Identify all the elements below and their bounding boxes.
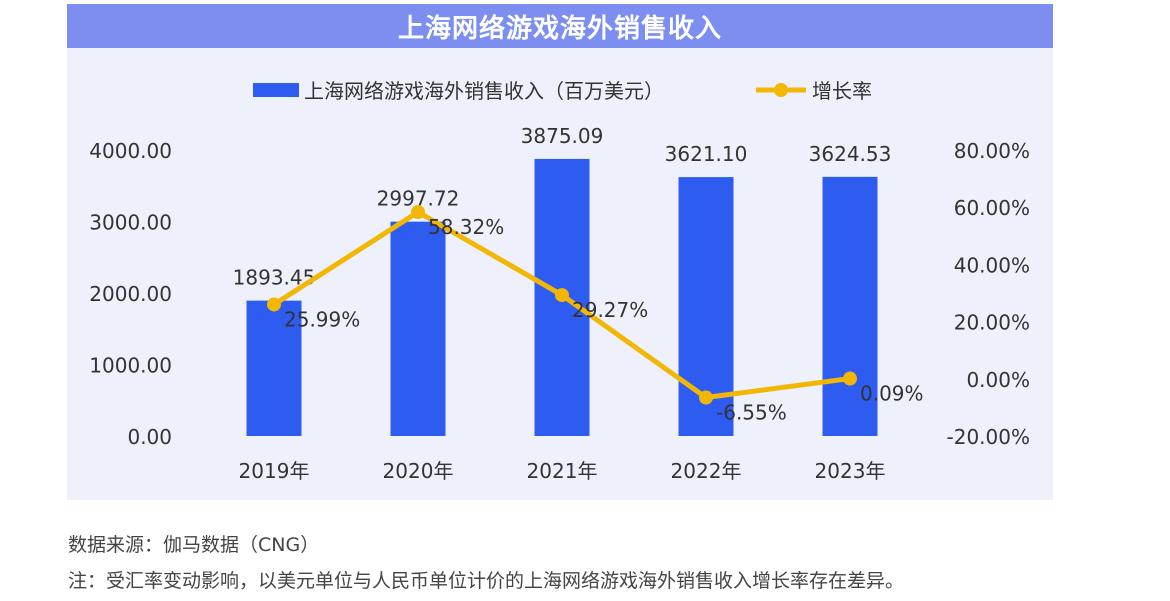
legend-bar-swatch: [253, 83, 299, 97]
growth-value-label: 25.99%: [284, 307, 360, 331]
right-axis-tick-label: 20.00%: [954, 311, 1030, 335]
growth-point: [411, 205, 425, 220]
bar: [390, 221, 446, 436]
left-axis-tick-label: 3000.00: [89, 211, 172, 235]
legend-bar-label: 上海网络游戏海外销售收入（百万美元）: [304, 79, 664, 103]
bar: [246, 300, 302, 436]
growth-value-label: -6.55%: [716, 401, 787, 425]
right-axis-tick-label: 0.00%: [966, 368, 1030, 392]
growth-line-series: [267, 205, 857, 405]
x-axis-category-label: 2023年: [815, 459, 886, 483]
left-axis-tick-label: 1000.00: [89, 354, 172, 378]
x-axis-category-label: 2020年: [383, 459, 454, 483]
right-axis-tick-label: 40.00%: [954, 253, 1030, 277]
growth-point: [843, 371, 857, 386]
bar: [822, 176, 878, 436]
left-axis: 0.00 1000.00 2000.00 3000.00 4000.00: [89, 139, 172, 449]
growth-value-labels: 25.99% 58.32% 29.27% -6.55% 0.09%: [284, 215, 924, 425]
bar-value-label: 3875.09: [521, 124, 604, 148]
right-axis-tick-label: 80.00%: [954, 139, 1030, 163]
legend-line-marker: [774, 83, 788, 97]
right-axis: -20.00% 0.00% 20.00% 40.00% 60.00% 80.00%: [947, 139, 1030, 449]
growth-point: [267, 297, 281, 312]
data-source-note: 数据来源：伽马数据（CNG）: [68, 534, 320, 556]
bar-value-label: 3621.10: [665, 142, 748, 166]
x-axis-category-label: 2021年: [527, 459, 598, 483]
legend: 上海网络游戏海外销售收入（百万美元） 增长率: [253, 79, 872, 103]
legend-line-label: 增长率: [812, 79, 872, 103]
growth-point: [555, 288, 569, 303]
x-axis-category-label: 2022年: [671, 459, 742, 483]
left-axis-tick-label: 0.00: [127, 425, 172, 449]
left-axis-tick-label: 4000.00: [89, 139, 172, 163]
growth-value-label: 0.09%: [860, 382, 924, 406]
exchange-rate-note: 注：受汇率变动影响，以美元单位与人民币单位计价的上海网络游戏海外销售收入增长率存…: [68, 570, 905, 592]
x-axis-category-label: 2019年: [239, 459, 310, 483]
growth-value-label: 58.32%: [428, 215, 504, 239]
growth-value-label: 29.27%: [572, 298, 648, 322]
right-axis-tick-label: 60.00%: [954, 196, 1030, 220]
bar-value-label: 3624.53: [809, 142, 892, 166]
x-axis-categories: 2019年 2020年 2021年 2022年 2023年: [239, 459, 886, 483]
chart-title: 上海网络游戏海外销售收入: [67, 4, 1053, 48]
left-axis-tick-label: 2000.00: [89, 282, 172, 306]
right-axis-tick-label: -20.00%: [947, 425, 1030, 449]
growth-point: [699, 390, 713, 405]
